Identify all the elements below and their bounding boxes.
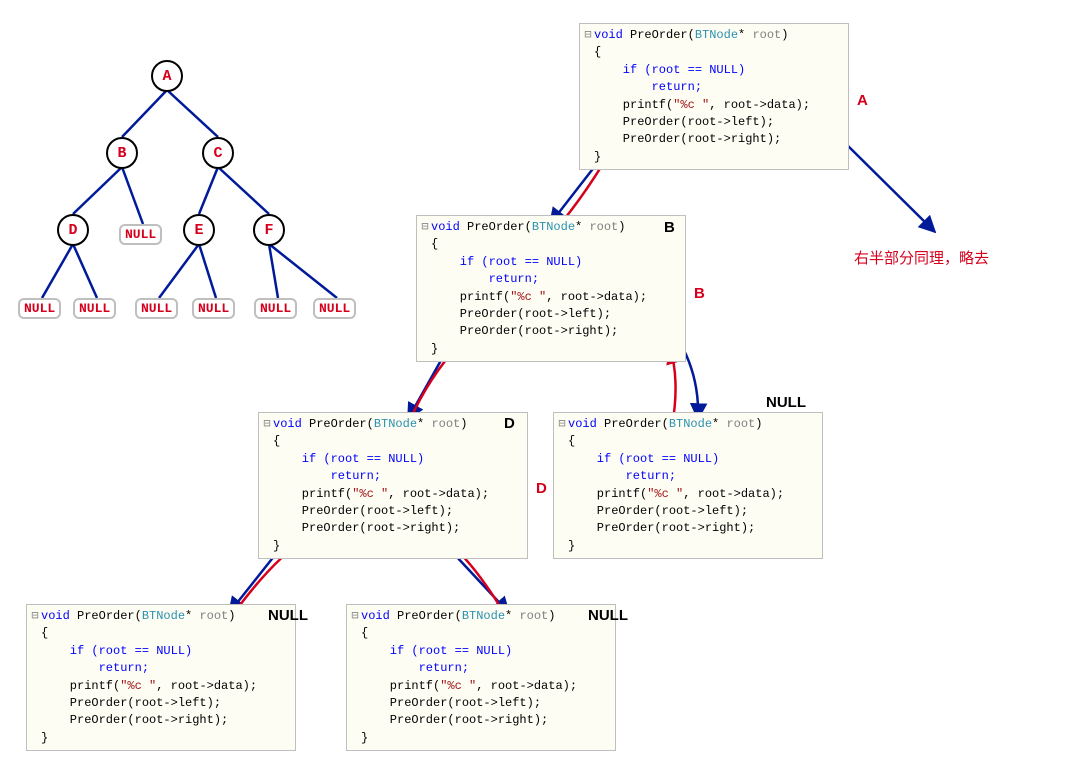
header-tag-box-B: B [664, 219, 675, 236]
tree-node-C: C [202, 137, 234, 169]
box-N-right: ⊟void PreOrder(BTNode* root) { if (root … [553, 412, 823, 559]
null-box-3: NULL [135, 298, 178, 319]
box-A: ⊟void PreOrder(BTNode* root) { if (root … [579, 23, 849, 170]
tree-node-E: E [183, 214, 215, 246]
arrow-A-to-note [840, 138, 935, 232]
printf-tag-D: D [536, 480, 547, 497]
box-N1: ⊟void PreOrder(BTNode* root) { if (root … [26, 604, 296, 751]
null-box-4: NULL [192, 298, 235, 319]
printf-tag-B: B [694, 285, 705, 302]
box-B: ⊟void PreOrder(BTNode* root) { if (root … [416, 215, 686, 362]
header-tag-box-D: D [504, 415, 515, 432]
diagram-canvas: A B C D E F NULL NULL NULL NULL NULL NULL NULL ⊟voi… [0, 0, 1067, 765]
tree-node-A: A [151, 60, 183, 92]
box-N2: ⊟void PreOrder(BTNode* root) { if (root … [346, 604, 616, 751]
header-tag-box-N2: NULL [588, 607, 628, 624]
null-box-1: NULL [18, 298, 61, 319]
header-tag-box-N-right: NULL [766, 394, 806, 411]
tree-node-D: D [57, 214, 89, 246]
null-box-0: NULL [119, 224, 162, 245]
null-box-5: NULL [254, 298, 297, 319]
omit-note: 右半部分同理，略去 [854, 247, 989, 268]
tree-node-B: B [106, 137, 138, 169]
null-box-6: NULL [313, 298, 356, 319]
printf-tag-A: A [857, 92, 868, 109]
box-D: ⊟void PreOrder(BTNode* root) { if (root … [258, 412, 528, 559]
null-box-2: NULL [73, 298, 116, 319]
tree-node-F: F [253, 214, 285, 246]
header-tag-box-N1: NULL [268, 607, 308, 624]
